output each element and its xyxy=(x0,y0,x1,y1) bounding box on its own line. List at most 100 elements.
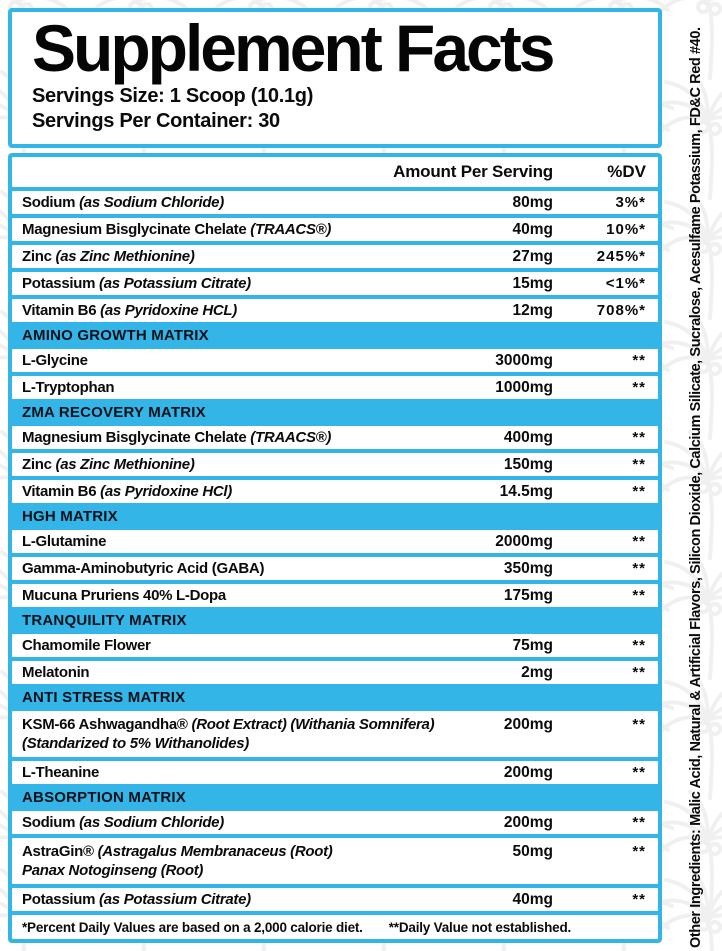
ingredient-name: Magnesium Bisglycinate Chelate xyxy=(22,221,247,238)
ingredient-name-detail: (as Potassium Citrate) xyxy=(99,891,251,908)
ingredient-name-line1: Zinc (as Zinc Methionine) xyxy=(22,247,438,266)
ingredient-name: AstraGin® xyxy=(22,843,94,860)
facts-table: Amount Per Serving %DV Sodium (as Sodium… xyxy=(8,153,662,943)
ingredient-dv: ** xyxy=(632,664,646,681)
ingredient-name-line1: L-Glutamine xyxy=(22,532,438,551)
section-header: ZMA RECOVERY MATRIX xyxy=(12,403,658,422)
section-header: ABSORPTION MATRIX xyxy=(12,788,658,807)
footnote-not-established: **Daily Value not established. xyxy=(388,919,572,935)
ingredient-name-line1: L-Theanine xyxy=(22,763,438,782)
ingredient-name-line1: Potassium (as Potassium Citrate) xyxy=(22,890,438,909)
ingredient-name: Potassium xyxy=(22,275,96,292)
ingredient-name: L-Tryptophan xyxy=(22,379,115,396)
ingredient-row: Potassium (as Potassium Citrate) 40mg ** xyxy=(12,888,658,911)
ingredient-name: Melatonin xyxy=(22,664,90,681)
ingredient-name-cell: L-Glutamine xyxy=(12,532,438,551)
ingredient-name-cell: Mucuna Pruriens 40% L-Dopa xyxy=(12,586,438,605)
ingredient-dv: ** xyxy=(632,352,646,369)
ingredient-name-line1: Vitamin B6 (as Pyridoxine HCL) xyxy=(22,301,438,320)
ingredient-amount: 27mg xyxy=(512,248,554,265)
ingredient-name: Chamomile Flower xyxy=(22,637,151,654)
ingredient-name-line1: Melatonin xyxy=(22,663,438,682)
ingredient-name-line1: Potassium (as Potassium Citrate) xyxy=(22,274,438,293)
ingredient-row: Sodium (as Sodium Chloride) 80mg 3%* xyxy=(12,191,658,214)
ingredient-name-cell: Zinc (as Zinc Methionine) xyxy=(12,455,438,474)
ingredient-name-line1: L-Glycine xyxy=(22,351,438,370)
ingredient-name: Mucuna Pruriens 40% L-Dopa xyxy=(22,587,226,604)
ingredient-amount: 2mg xyxy=(521,664,553,681)
ingredient-row: L-Tryptophan 1000mg ** xyxy=(12,376,658,399)
ingredient-name-cell: Potassium (as Potassium Citrate) xyxy=(12,890,438,909)
section-header-label: ANTI STRESS MATRIX xyxy=(22,689,186,706)
column-header-row: Amount Per Serving %DV xyxy=(12,157,658,187)
ingredient-name-line1: Sodium (as Sodium Chloride) xyxy=(22,193,438,212)
ingredient-name-cell: Zinc (as Zinc Methionine) xyxy=(12,247,438,266)
ingredient-name: Zinc xyxy=(22,248,52,265)
ingredient-name-line1: Magnesium Bisglycinate Chelate (TRAACS®) xyxy=(22,428,438,447)
ingredient-name: Sodium xyxy=(22,194,76,211)
ingredient-amount: 1000mg xyxy=(495,379,553,396)
ingredient-name-line1: Magnesium Bisglycinate Chelate (TRAACS®) xyxy=(22,220,438,239)
ingredient-name-detail: (as Zinc Methionine) xyxy=(55,456,195,473)
ingredient-row: Zinc (as Zinc Methionine) 150mg ** xyxy=(12,453,658,476)
ingredient-name: KSM-66 Ashwagandha® xyxy=(22,716,188,733)
ingredient-name-detail: (as Sodium Chloride) xyxy=(79,194,224,211)
ingredient-dv: ** xyxy=(632,429,646,446)
ingredient-row: Melatonin 2mg ** xyxy=(12,661,658,684)
ingredient-dv: ** xyxy=(632,637,646,654)
ingredient-row: Chamomile Flower 75mg ** xyxy=(12,634,658,657)
other-ingredients-text: Other Ingredients: Malic Acid, Natural &… xyxy=(688,27,704,948)
footnote-daily-values: *Percent Daily Values are based on a 2,0… xyxy=(22,919,363,935)
ingredient-name-cell: Magnesium Bisglycinate Chelate (TRAACS®) xyxy=(12,428,438,447)
ingredient-dv: ** xyxy=(632,483,646,500)
ingredient-name-line1: L-Tryptophan xyxy=(22,378,438,397)
serving-size: Servings Size: 1 Scoop (10.1g) xyxy=(32,85,314,107)
ingredient-amount: 75mg xyxy=(512,637,554,654)
ingredient-dv: ** xyxy=(632,456,646,473)
ingredient-amount: 200mg xyxy=(503,764,553,781)
ingredient-amount: 150mg xyxy=(503,456,553,473)
ingredient-name-line1: Gamma-Aminobutyric Acid (GABA) xyxy=(22,559,438,578)
ingredient-name: Sodium xyxy=(22,814,76,831)
footnote-row: *Percent Daily Values are based on a 2,0… xyxy=(12,915,658,939)
ingredient-name-line1: Zinc (as Zinc Methionine) xyxy=(22,455,438,474)
dv-column-header: %DV xyxy=(607,162,646,181)
ingredient-amount: 400mg xyxy=(503,429,553,446)
ingredient-name-cell: Gamma-Aminobutyric Acid (GABA) xyxy=(12,559,438,578)
ingredient-amount: 12mg xyxy=(512,302,554,319)
ingredient-name: Vitamin B6 xyxy=(22,483,97,500)
ingredient-amount: 40mg xyxy=(512,221,554,238)
ingredient-name-cell: Sodium (as Sodium Chloride) xyxy=(12,193,438,212)
ingredient-row: Vitamin B6 (as Pyridoxine HCL) 12mg 708%… xyxy=(12,299,658,322)
ingredient-name: L-Glutamine xyxy=(22,533,107,550)
ingredient-row: KSM-66 Ashwagandha® (Root Extract) (With… xyxy=(12,711,658,757)
ingredient-amount: 200mg xyxy=(503,716,553,733)
ingredient-name-cell: Magnesium Bisglycinate Chelate (TRAACS®) xyxy=(12,220,438,239)
ingredient-name-cell: Vitamin B6 (as Pyridoxine HCL) xyxy=(12,301,438,320)
ingredient-row: Potassium (as Potassium Citrate) 15mg <1… xyxy=(12,272,658,295)
ingredient-name-detail: (as Pyridoxine HCL) xyxy=(100,302,237,319)
ingredient-amount: 50mg xyxy=(512,843,554,860)
section-header-label: AMINO GROWTH MATRIX xyxy=(22,327,209,344)
servings-per-container: Servings Per Container: 30 xyxy=(32,110,280,132)
ingredient-amount: 40mg xyxy=(512,891,554,908)
ingredient-name: L-Theanine xyxy=(22,764,100,781)
ingredient-dv: <1%* xyxy=(605,275,646,292)
ingredient-name-cell: Chamomile Flower xyxy=(12,636,438,655)
ingredient-name-detail: (TRAACS®) xyxy=(250,429,332,446)
ingredient-name-line2: Panax Notoginseng (Root) xyxy=(22,862,204,879)
ingredient-amount: 200mg xyxy=(503,814,553,831)
ingredient-name-cell: AstraGin® (Astragalus Membranaceus (Root… xyxy=(12,842,438,880)
ingredient-row: Magnesium Bisglycinate Chelate (TRAACS®)… xyxy=(12,218,658,241)
ingredient-name-line1: KSM-66 Ashwagandha® (Root Extract) (With… xyxy=(22,715,438,734)
ingredient-name-cell: Sodium (as Sodium Chloride) xyxy=(12,813,438,832)
ingredient-row: Gamma-Aminobutyric Acid (GABA) 350mg ** xyxy=(12,557,658,580)
ingredient-name: Gamma-Aminobutyric Acid (GABA) xyxy=(22,560,265,577)
ingredient-name-line2: (Standarized to 5% Withanolides) xyxy=(22,735,249,752)
page-title: Supplement Facts xyxy=(32,11,555,85)
ingredient-row: L-Glutamine 2000mg ** xyxy=(12,530,658,553)
section-header-label: HGH MATRIX xyxy=(22,508,118,525)
section-header: TRANQUILITY MATRIX xyxy=(12,611,658,630)
ingredient-amount: 175mg xyxy=(503,587,553,604)
ingredient-name-line1: AstraGin® (Astragalus Membranaceus (Root… xyxy=(22,842,438,861)
